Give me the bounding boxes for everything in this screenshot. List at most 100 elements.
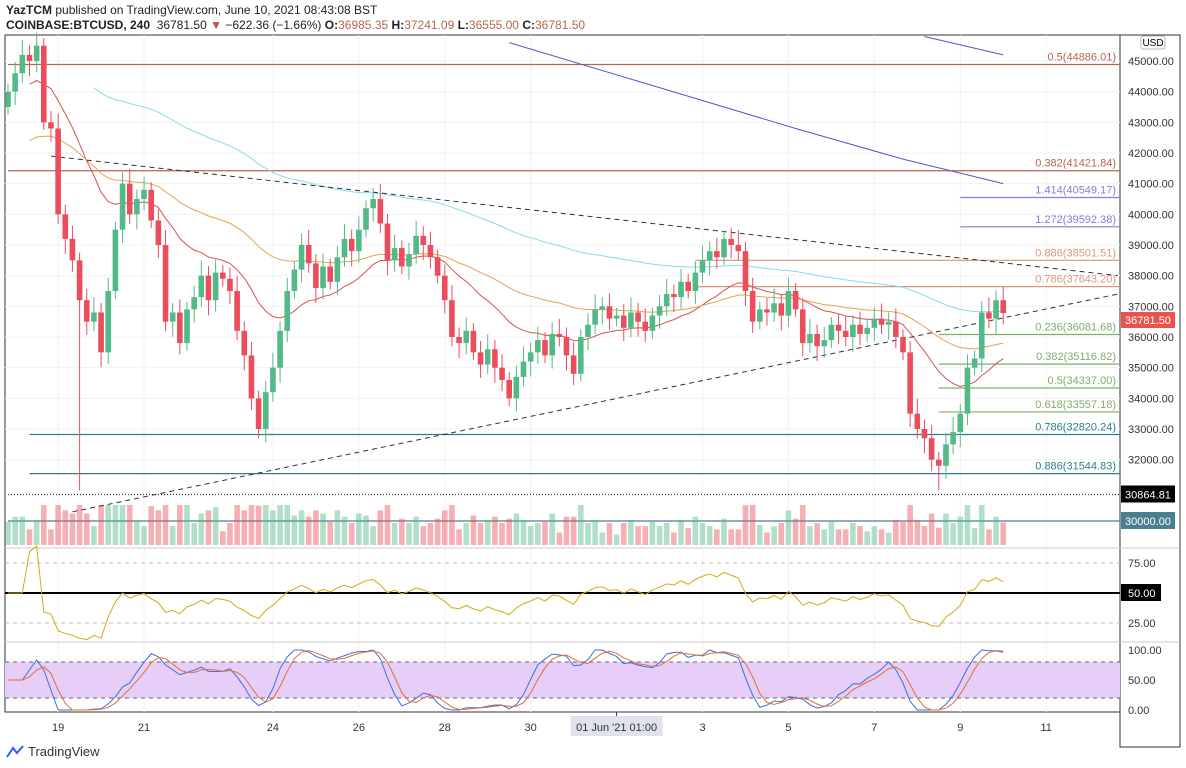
price-tick-label: 37000.00 xyxy=(1128,301,1174,313)
candle-body xyxy=(542,340,548,356)
ema-100-line xyxy=(93,87,1004,313)
tradingview-logo[interactable]: TradingView xyxy=(6,744,100,759)
price-change: −622.36 (−1.66%) xyxy=(225,18,322,32)
volume-bar xyxy=(41,505,47,545)
stoch-tick-label: 100.00 xyxy=(1128,645,1162,657)
down-arrow-icon: ▼ xyxy=(210,18,222,32)
volume-bar xyxy=(177,505,183,545)
volume-bar xyxy=(742,505,749,545)
fib-level-label: 0.382(41421.84) xyxy=(1035,158,1116,170)
candle-body xyxy=(735,245,742,252)
candle-body xyxy=(334,257,341,282)
candle-body xyxy=(162,245,169,322)
volume-bar xyxy=(735,529,742,545)
time-tick-label: 24 xyxy=(267,722,279,734)
volume-bar xyxy=(19,516,26,545)
candle-body xyxy=(921,429,928,439)
volume-bar xyxy=(105,505,112,545)
symbol-legend: COINBASE:BTCUSD, 240 36781.50 ▼ −622.36 … xyxy=(6,18,585,32)
candle-body xyxy=(191,297,197,310)
candle-body xyxy=(248,355,255,399)
candle-body xyxy=(656,306,663,316)
currency-badge xyxy=(1140,35,1166,50)
price-axis[interactable] xyxy=(1119,34,1181,748)
candle-body xyxy=(155,220,162,246)
volume-bar xyxy=(463,523,470,545)
price-tick-label: 32000.00 xyxy=(1128,455,1174,467)
candle-body xyxy=(499,367,505,380)
volume-bar xyxy=(384,505,391,545)
candle-body xyxy=(835,324,842,331)
candle-body xyxy=(606,306,613,319)
volume-bar xyxy=(334,510,341,545)
publish-text: published on TradingView.com, June 10, 2… xyxy=(55,3,378,17)
volume-bar xyxy=(585,523,591,545)
brand-name: TradingView xyxy=(28,744,100,759)
candle-body xyxy=(613,315,620,319)
volume-bar xyxy=(26,529,33,545)
candle-body xyxy=(413,235,419,255)
candle-body xyxy=(706,251,713,261)
volume-bar xyxy=(771,526,777,545)
volume-bar xyxy=(857,526,863,545)
volume-bar xyxy=(556,532,563,545)
candle-body xyxy=(563,337,570,356)
high-label: H: xyxy=(391,18,405,32)
volume-bar xyxy=(141,526,147,545)
candle-body xyxy=(663,294,670,307)
volume-bar xyxy=(55,505,61,545)
volume-bar xyxy=(649,521,656,545)
candle-body xyxy=(341,238,348,258)
volume-bar xyxy=(255,505,262,545)
symbol[interactable]: COINBASE:BTCUSD, 240 xyxy=(6,18,151,32)
ma-long-top-line xyxy=(924,35,1004,56)
candle-body xyxy=(900,337,906,353)
candle-body xyxy=(699,260,706,273)
volume-bar xyxy=(241,510,248,545)
rsi-mid-tag: 50.00 xyxy=(1128,588,1156,600)
volume-bar xyxy=(828,521,835,545)
volume-bar xyxy=(950,523,956,545)
volume-bar xyxy=(613,534,620,545)
stoch-tick-label: 0.00 xyxy=(1128,705,1149,717)
candle-body xyxy=(198,275,205,298)
volume-bar xyxy=(191,523,197,545)
candle-body xyxy=(978,312,985,359)
candle-body xyxy=(785,291,792,316)
volume-bar xyxy=(921,526,928,545)
candle-body xyxy=(857,324,863,334)
fib-level-label: 0.5(34337.00) xyxy=(1048,375,1117,387)
volume-bar xyxy=(993,516,999,545)
volume-bar xyxy=(957,516,964,545)
volume-bar xyxy=(184,505,190,545)
close-value: 36781.50 xyxy=(535,18,586,32)
volume-bar xyxy=(699,523,706,545)
price-tag-bg xyxy=(1121,512,1175,530)
candle-body xyxy=(620,315,627,328)
price-tick-label: 44000.00 xyxy=(1128,87,1174,99)
rsi-mid-tag-bg xyxy=(1121,584,1161,601)
volume-bar xyxy=(635,526,641,545)
price-tick-label: 34000.00 xyxy=(1128,393,1174,405)
volume-bar xyxy=(900,521,906,545)
volume-bar xyxy=(48,529,54,545)
author[interactable]: YazTCM xyxy=(6,3,53,17)
volume-bar xyxy=(33,519,40,545)
candle-body xyxy=(406,254,412,267)
volume-bar xyxy=(728,529,734,545)
candle-body xyxy=(628,312,634,328)
last-price-tag: 36781.50 xyxy=(1125,315,1171,327)
candle-body xyxy=(434,257,441,276)
candle-body xyxy=(356,229,362,252)
time-highlight-bg xyxy=(570,716,663,736)
candle-body xyxy=(535,340,541,353)
candle-body xyxy=(907,352,913,414)
time-highlight-label: 01 Jun '21 01:00 xyxy=(576,722,657,734)
volume-bar xyxy=(721,518,727,545)
volume-bar xyxy=(878,529,885,545)
candle-body xyxy=(714,251,720,258)
volume-bar xyxy=(835,529,842,545)
volume-bar xyxy=(620,523,627,545)
candle-body xyxy=(757,309,763,322)
